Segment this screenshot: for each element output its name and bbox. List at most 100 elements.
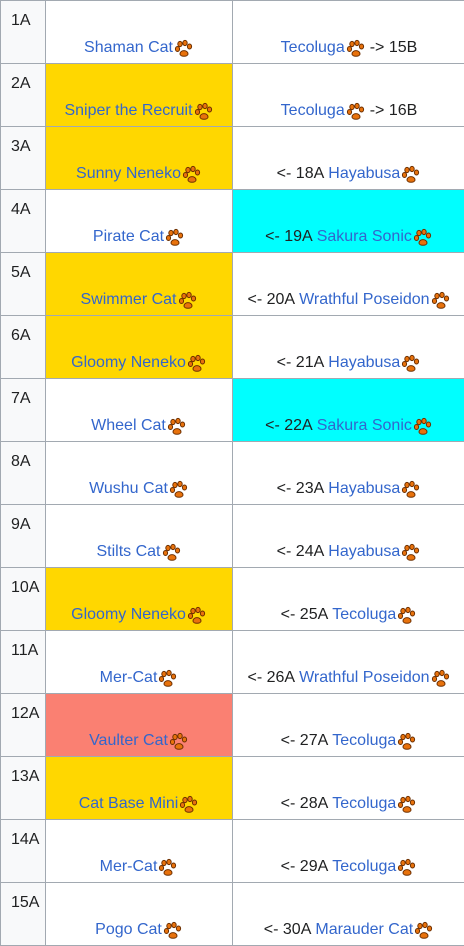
link-prefix: <- 26A — [247, 669, 295, 687]
stage-number-cell: 9A — [1, 505, 46, 568]
cat-paw-icon[interactable] — [187, 354, 207, 374]
cat-link[interactable]: Mer-Cat — [100, 669, 158, 687]
link-entry: Tecoluga-> 15B — [281, 37, 418, 63]
cat-paw-icon[interactable] — [178, 291, 198, 311]
cat-paw-icon[interactable] — [174, 39, 194, 59]
cat-paw-icon[interactable] — [187, 606, 207, 626]
cat-paw-icon[interactable] — [401, 165, 421, 185]
linked-cat-link[interactable]: Wrathful Poseidon — [299, 669, 429, 687]
stage-number-cell: 1A — [1, 1, 46, 64]
cat-paw-icon[interactable] — [169, 732, 189, 752]
cat-paw-icon[interactable] — [158, 858, 178, 878]
cat-paw-icon[interactable] — [163, 921, 183, 941]
cat-paw-icon[interactable] — [401, 354, 421, 374]
cat-paw-icon[interactable] — [165, 228, 185, 248]
cat-link[interactable]: Mer-Cat — [100, 858, 158, 876]
link-prefix: <- 22A — [265, 417, 313, 435]
linked-cat-link[interactable]: Tecoluga — [332, 606, 396, 624]
linked-cat-link[interactable]: Hayabusa — [328, 165, 400, 183]
cat-paw-icon[interactable] — [169, 480, 189, 500]
cat-link[interactable]: Stilts Cat — [96, 543, 160, 561]
cat-paw-icon[interactable] — [431, 669, 451, 689]
cat-link[interactable]: Gloomy Neneko — [71, 354, 186, 372]
cat-cell: Sniper the Recruit — [46, 64, 233, 127]
cat-paw-icon[interactable] — [167, 417, 187, 437]
linked-cat-link[interactable]: Hayabusa — [328, 480, 400, 498]
cat-entry: Sunny Neneko — [76, 163, 202, 189]
cat-cell: Swimmer Cat — [46, 253, 233, 316]
stage-number-cell: 10A — [1, 568, 46, 631]
cat-paw-icon[interactable] — [401, 480, 421, 500]
cat-paw-icon[interactable] — [397, 606, 417, 626]
cat-link[interactable]: Vaulter Cat — [89, 732, 168, 750]
cat-paw-icon[interactable] — [194, 102, 214, 122]
link-prefix: <- 30A — [264, 921, 312, 939]
stage-number: 4A — [1, 190, 45, 219]
cat-link[interactable]: Sunny Neneko — [76, 165, 181, 183]
linked-cat-link[interactable]: Tecoluga — [332, 795, 396, 813]
cat-paw-icon[interactable] — [346, 39, 366, 59]
stage-number: 11A — [1, 631, 45, 660]
stage-number: 12A — [1, 694, 45, 723]
cat-paw-icon[interactable] — [182, 165, 202, 185]
linked-cat-link[interactable]: Marauder Cat — [315, 921, 413, 939]
cat-link[interactable]: Sniper the Recruit — [64, 102, 192, 120]
cat-link[interactable]: Cat Base Mini — [79, 795, 179, 813]
cat-cell: Gloomy Neneko — [46, 568, 233, 631]
cat-link[interactable]: Pirate Cat — [93, 228, 164, 246]
cat-paw-icon[interactable] — [414, 921, 434, 941]
linked-cat-link[interactable]: Tecoluga — [332, 732, 396, 750]
stage-number: 5A — [1, 253, 45, 282]
cat-paw-icon[interactable] — [397, 858, 417, 878]
cat-paw-icon[interactable] — [401, 543, 421, 563]
linked-cat-link[interactable]: Wrathful Poseidon — [299, 291, 429, 309]
cat-paw-icon[interactable] — [431, 291, 451, 311]
linked-cat-link[interactable]: Tecoluga — [281, 39, 345, 57]
cat-paw-icon[interactable] — [413, 228, 433, 248]
cat-link[interactable]: Swimmer Cat — [80, 291, 176, 309]
linked-cat-link[interactable]: Tecoluga — [281, 102, 345, 120]
cat-link[interactable]: Pogo Cat — [95, 921, 162, 939]
stage-number: 3A — [1, 127, 45, 156]
linked-cat-link[interactable]: Tecoluga — [332, 858, 396, 876]
cat-entry: Pogo Cat — [95, 919, 183, 945]
stage-number-cell: 13A — [1, 757, 46, 820]
cat-link[interactable]: Wushu Cat — [89, 480, 168, 498]
cat-cell: Shaman Cat — [46, 1, 233, 64]
stage-number: 9A — [1, 505, 45, 534]
cat-paw-icon[interactable] — [158, 669, 178, 689]
cat-link[interactable]: Gloomy Neneko — [71, 606, 186, 624]
cat-cell: Vaulter Cat — [46, 694, 233, 757]
stage-number-cell: 8A — [1, 442, 46, 505]
cat-paw-icon[interactable] — [397, 795, 417, 815]
table-row: 1A Shaman Cat Tecoluga-> 15B — [1, 1, 464, 64]
cat-paw-icon[interactable] — [413, 417, 433, 437]
cat-paw-icon[interactable] — [346, 102, 366, 122]
linked-cat-link[interactable]: Hayabusa — [328, 543, 400, 561]
link-prefix: <- 20A — [247, 291, 295, 309]
cat-link[interactable]: Wheel Cat — [91, 417, 166, 435]
cat-cell: Mer-Cat — [46, 820, 233, 883]
cat-entry: Cat Base Mini — [79, 793, 200, 819]
cat-link[interactable]: Shaman Cat — [84, 39, 173, 57]
cat-paw-icon[interactable] — [397, 732, 417, 752]
cat-paw-icon[interactable] — [162, 543, 182, 563]
stage-number: 13A — [1, 757, 45, 786]
stage-number: 8A — [1, 442, 45, 471]
linked-cat-link[interactable]: Hayabusa — [328, 354, 400, 372]
cat-paw-icon[interactable] — [179, 795, 199, 815]
link-prefix: <- 24A — [277, 543, 325, 561]
linked-cat-link[interactable]: Sakura Sonic — [317, 417, 412, 435]
linked-cat-link[interactable]: Sakura Sonic — [317, 228, 412, 246]
